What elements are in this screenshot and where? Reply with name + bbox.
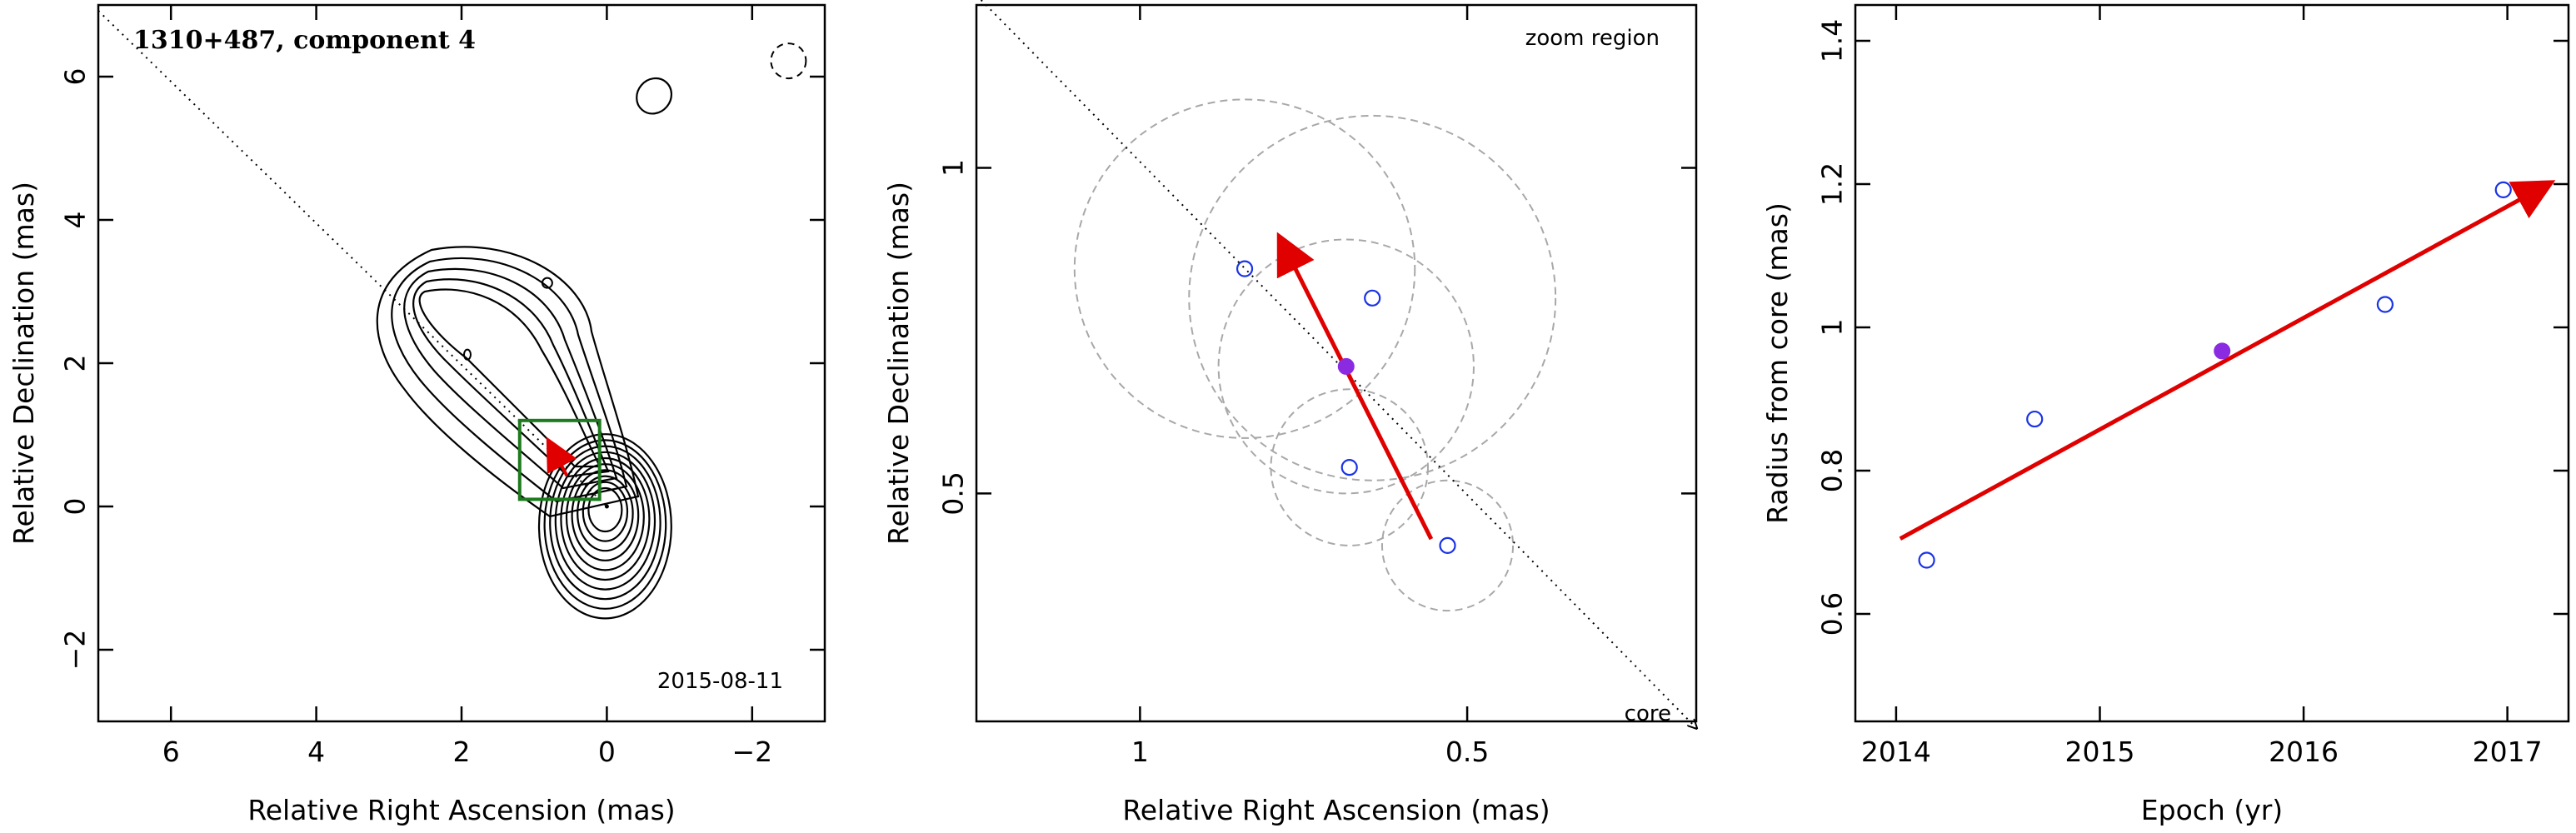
panel-map: 6 4 2 0 −2 −2 0 2 4 6 1310+487, component 4 2015-… (7, 3, 826, 826)
x-tick-label: 1 (1131, 736, 1149, 768)
zoom-region-label: zoom region (1525, 26, 1660, 51)
y-tick-label: 1 (1816, 319, 1849, 337)
x-tick-label: 4 (307, 736, 325, 768)
core-contour (571, 469, 640, 561)
panel-radius-epoch: 2014 2015 2016 2017 0.6 0.8 1 1.2 1.4 Epoch (yr)… (1761, 3, 2570, 826)
x-tick-label: 2016 (2269, 736, 2339, 768)
x-tick-label: −2 (731, 736, 772, 768)
jet-contour (391, 257, 628, 503)
data-point (1364, 289, 1381, 307)
x-tick-label: 0.5 (1445, 736, 1489, 768)
jet-direction-line (97, 10, 608, 507)
isolated-contour (541, 277, 553, 289)
data-point (2376, 296, 2394, 313)
motion-arrow (546, 436, 577, 476)
y-tick-label: 0.8 (1816, 449, 1849, 492)
core-contour (543, 439, 667, 610)
data-point (1439, 536, 1456, 555)
x-axis-label: Relative Right Ascension (mas) (1122, 794, 1550, 826)
jet-contour (403, 267, 618, 490)
core-contour (560, 456, 651, 581)
core-contour (582, 481, 629, 542)
beam-contour (770, 42, 807, 80)
y-tick-label: 1.4 (1816, 19, 1849, 62)
jet-contour (376, 246, 640, 518)
axis-ticks: 6 4 2 0 −2 −2 0 2 4 6 (59, 5, 825, 768)
data-point (1918, 551, 1935, 569)
axis-ticks: 1 0.5 0.5 1 (937, 5, 1696, 768)
x-tick-label: 0 (598, 736, 616, 768)
plot-frame (1854, 3, 2570, 723)
plot-frame (975, 3, 1698, 723)
epoch-annotation: 2015-08-11 (657, 669, 783, 694)
y-tick-label: −2 (59, 630, 92, 671)
x-axis-label: Epoch (yr) (2141, 794, 2283, 826)
jet-contour (418, 288, 602, 468)
zoom-box (517, 418, 602, 501)
isolated-contour (636, 77, 673, 115)
y-axis-label: Relative Declination (mas) (882, 182, 915, 545)
core-contour (587, 486, 623, 533)
y-tick-label: 6 (59, 68, 92, 86)
jet-contour (412, 278, 610, 478)
x-tick-label: 6 (162, 736, 180, 768)
x-tick-label: 2015 (2064, 736, 2134, 768)
y-axis-label: Relative Declination (mas) (7, 182, 40, 545)
data-marks (1899, 180, 2556, 569)
data-point-current (2214, 342, 2231, 360)
core-contour (537, 433, 672, 620)
y-axis-label: Radius from core (mas) (1761, 202, 1794, 524)
position-error-circle (1073, 98, 1416, 439)
zoom-marks (980, 0, 1696, 728)
contour-map (97, 10, 807, 620)
x-tick-label: 2017 (2473, 736, 2543, 768)
motion-arrow (1276, 232, 1434, 541)
axis-ticks: 2014 2015 2016 2017 0.6 0.8 1 1.2 1.4 (1816, 5, 2569, 768)
data-point-current (1337, 357, 1355, 375)
x-tick-label: 2014 (1861, 736, 1931, 768)
position-error-circle (1380, 479, 1515, 612)
position-error-circle (1188, 114, 1557, 481)
core-contour (554, 451, 656, 591)
plot-frame (97, 3, 826, 723)
core-marker (604, 504, 609, 509)
panel-zoom: 1 0.5 0.5 1 zoom region core Relative Right… (882, 0, 1696, 826)
data-point (2026, 410, 2044, 428)
data-point (1236, 260, 1254, 277)
position-error-circle (1270, 388, 1429, 546)
core-direction-line (980, 0, 1696, 728)
y-tick-label: 0 (59, 498, 92, 516)
core-label: core (1625, 701, 1671, 726)
chart-title: 1310+487, component 4 (133, 26, 476, 55)
x-axis-label: Relative Right Ascension (mas) (247, 794, 675, 826)
x-tick-label: 2 (453, 736, 471, 768)
y-tick-label: 2 (59, 355, 92, 372)
data-point (2494, 181, 2512, 198)
y-tick-label: 1 (937, 159, 970, 177)
y-tick-label: 0.6 (1816, 592, 1849, 636)
peak-contour (462, 348, 472, 361)
y-tick-label: 4 (59, 212, 92, 229)
fit-arrow (1899, 180, 2556, 541)
core-contour (577, 475, 634, 552)
y-tick-label: 0.5 (937, 471, 970, 515)
y-tick-label: 1.2 (1816, 162, 1849, 206)
data-point (1340, 458, 1358, 476)
